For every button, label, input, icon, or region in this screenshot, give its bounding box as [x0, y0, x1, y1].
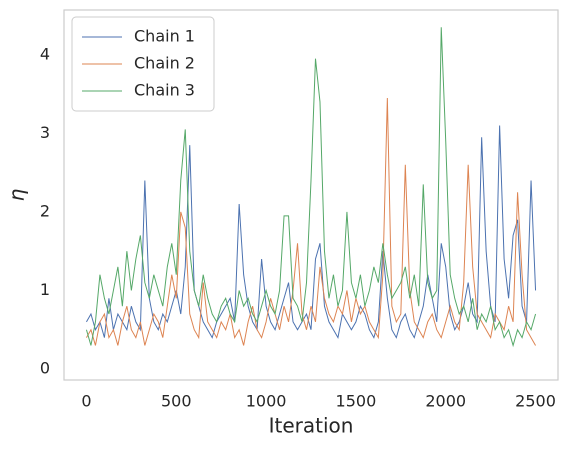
- legend-label: Chain 2: [134, 54, 195, 73]
- trace-line: [85, 27, 537, 348]
- x-tick-label: 1500: [336, 392, 377, 411]
- y-tick-label: 0: [40, 359, 50, 378]
- y-tick-label: 3: [40, 123, 50, 142]
- x-tick-label: 2500: [515, 392, 556, 411]
- y-tick-label: 1: [40, 280, 50, 299]
- trace-line: [86, 97, 536, 346]
- y-tick-label: 4: [40, 44, 50, 63]
- y-tick-label: 2: [40, 201, 50, 220]
- x-tick-label: 1000: [246, 392, 287, 411]
- x-tick-label: 2000: [425, 392, 466, 411]
- x-axis-label: Iteration: [269, 414, 354, 438]
- legend-box: [71, 16, 215, 112]
- x-tick-label: 500: [161, 392, 192, 411]
- legend-label: Chain 3: [134, 81, 195, 100]
- y-axis-label: η: [5, 188, 29, 201]
- x-tick-label: 0: [81, 392, 91, 411]
- legend-label: Chain 1: [134, 27, 195, 46]
